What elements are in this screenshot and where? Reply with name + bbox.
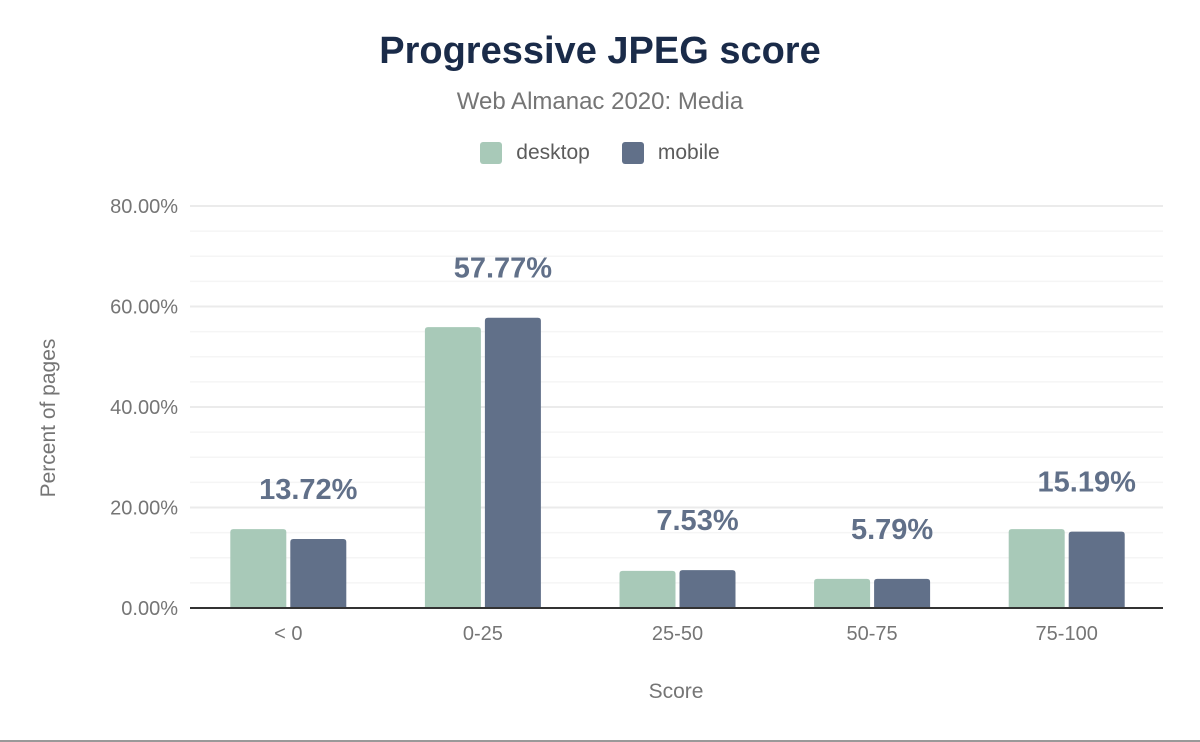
data-label: 5.79% xyxy=(851,514,933,546)
y-tick-label: 0.00% xyxy=(121,598,178,620)
chart-title: Progressive JPEG score xyxy=(379,30,821,72)
y-axis-title: Percent of pages xyxy=(37,339,60,498)
bar-desktop xyxy=(424,327,481,608)
legend-label-mobile: mobile xyxy=(657,141,720,164)
bar-mobile xyxy=(679,570,736,608)
legend-swatch-desktop xyxy=(480,142,503,164)
data-label: 13.72% xyxy=(259,474,358,506)
chart-subtitle: Web Almanac 2020: Media xyxy=(456,88,744,115)
legend-item-mobile[interactable]: mobile xyxy=(621,141,720,165)
data-label: 15.19% xyxy=(1038,467,1137,499)
y-tick-label: 80.00% xyxy=(110,196,178,218)
data-label: 57.77% xyxy=(454,253,553,285)
y-tick-label: 60.00% xyxy=(110,297,178,319)
x-tick-label: 25-50 xyxy=(652,623,703,645)
bar-desktop xyxy=(814,578,871,608)
bar-desktop xyxy=(619,570,676,608)
bar-desktop xyxy=(230,529,287,608)
x-tick-label: < 0 xyxy=(274,623,302,645)
legend-label-desktop: desktop xyxy=(516,141,590,164)
bar-mobile xyxy=(290,539,347,608)
y-tick-label: 20.00% xyxy=(110,498,178,520)
x-axis-title: Score xyxy=(649,680,704,703)
bar-mobile xyxy=(1068,531,1125,608)
bar-desktop xyxy=(1008,529,1065,608)
divider xyxy=(0,740,1200,742)
legend: desktop mobile xyxy=(0,141,1200,165)
bar-mobile xyxy=(484,317,541,608)
x-tick-label: 75-100 xyxy=(1036,623,1098,645)
legend-item-desktop[interactable]: desktop xyxy=(480,141,590,165)
x-tick-label: 0-25 xyxy=(463,623,503,645)
data-label: 7.53% xyxy=(656,505,738,537)
x-tick-label: 50-75 xyxy=(847,623,898,645)
y-tick-label: 40.00% xyxy=(110,397,178,419)
legend-swatch-mobile xyxy=(621,142,644,164)
bar-mobile xyxy=(874,578,931,608)
